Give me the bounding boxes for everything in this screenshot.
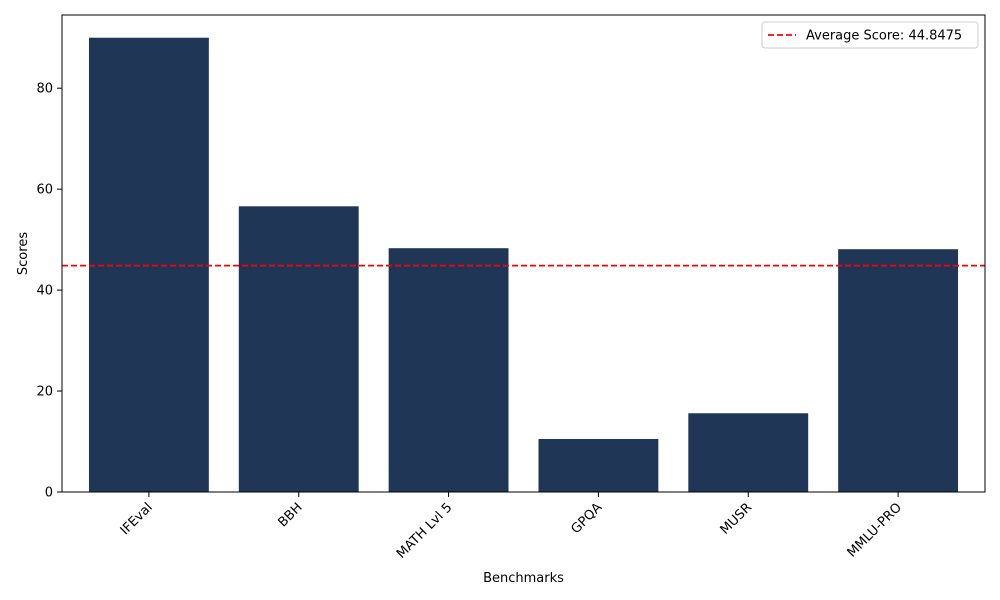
x-tick-label: BBH <box>275 500 305 530</box>
bar-bbh <box>238 206 359 493</box>
bar-mmlu-pro <box>838 249 959 492</box>
x-tick-label: MUSR <box>718 500 755 537</box>
x-tick-label: GPQA <box>568 500 605 537</box>
legend: Average Score: 44.8475 <box>761 21 979 49</box>
bar-math-lvl-5 <box>388 248 509 492</box>
plot-frame <box>61 14 986 493</box>
y-tick-label: 60 <box>36 183 53 198</box>
y-axis-label: Scores <box>16 232 31 275</box>
x-axis: IFEval BBH MATH Lvl 5 GPQA MUSR MMLU-PRO <box>118 492 905 562</box>
bar-gpqa <box>538 439 659 492</box>
y-tick-label: 80 <box>36 82 53 97</box>
x-tick-label: MATH Lvl 5 <box>394 500 455 561</box>
bars-group <box>88 37 959 493</box>
x-tick-label: IFEval <box>118 500 156 538</box>
bar-musr <box>688 413 809 492</box>
y-tick-label: 20 <box>36 385 53 400</box>
y-axis: 0 20 40 60 80 <box>36 82 62 501</box>
x-axis-label: Benchmarks <box>483 571 564 586</box>
x-tick-label: MMLU-PRO <box>845 500 905 560</box>
y-tick-label: 40 <box>36 284 53 299</box>
y-tick-label: 0 <box>45 486 53 501</box>
legend-box <box>761 21 979 49</box>
legend-entry-average-score: Average Score: 44.8475 <box>806 29 962 44</box>
